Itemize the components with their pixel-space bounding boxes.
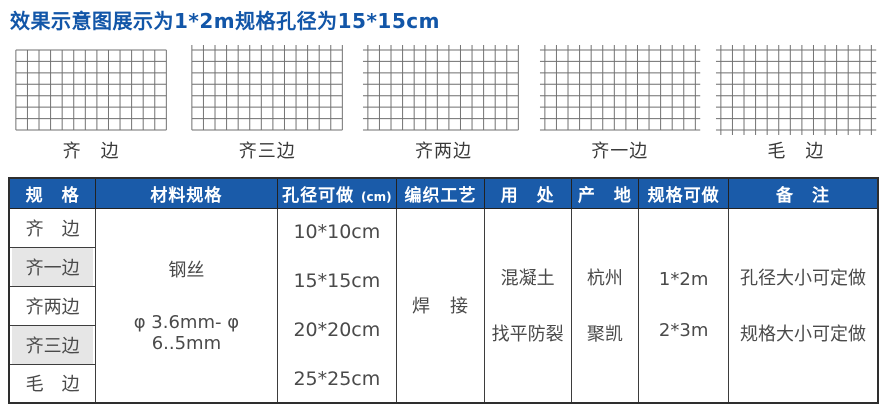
spec-cell-raw-edge: 毛 边 bbox=[8, 363, 97, 404]
size-option: 2*3m bbox=[658, 320, 709, 342]
table-row: 齐两边 bbox=[8, 285, 878, 326]
table-row: 毛 边 bbox=[8, 363, 878, 404]
hole-size-option: 10*10cm bbox=[293, 220, 381, 243]
mesh-label: 齐 边 bbox=[62, 141, 120, 162]
remark-line: 规格大小可定做 bbox=[739, 324, 866, 346]
spec-cell-flush-two: 齐两边 bbox=[8, 285, 97, 326]
mesh-diagram-flush-all: 齐 边 bbox=[10, 44, 172, 164]
spec-cell-flush-three: 齐三边 bbox=[8, 324, 97, 365]
spec-table: 规 格 材料规格 孔径可做 (cm) 编织工艺 用 处 产 地 规格可做 备 注… bbox=[8, 177, 879, 404]
spec-table-header-row: 规 格 材料规格 孔径可做 (cm) 编织工艺 用 处 产 地 规格可做 备 注 bbox=[8, 177, 879, 209]
table-row: 齐 边 钢丝 φ 3.6mm- φ 6..5mm 10*10cm 15*15cm… bbox=[8, 207, 879, 404]
hole-size-option: 20*20cm bbox=[293, 318, 381, 341]
col-header-process: 编织工艺 bbox=[396, 177, 485, 209]
mesh-diagrams: 齐 边 齐三边 齐两边 齐一边 毛 边 bbox=[8, 44, 879, 164]
spec-cell-flush-all: 齐 边 bbox=[8, 207, 97, 248]
col-header-usage: 用 处 bbox=[483, 177, 572, 209]
mesh-diagram-raw-edge: 毛 边 bbox=[715, 44, 877, 164]
sizes-cell: 1*2m 2*3m bbox=[638, 207, 729, 404]
mesh-grid-icon bbox=[10, 44, 172, 136]
col-header-origin: 产 地 bbox=[570, 177, 640, 209]
mesh-diagram-flush-two: 齐两边 bbox=[362, 44, 524, 164]
hole-size-option: 15*15cm bbox=[293, 269, 381, 292]
usage-cell: 混凝土 找平防裂 bbox=[483, 207, 572, 404]
material-cell: 钢丝 φ 3.6mm- φ 6..5mm bbox=[95, 207, 278, 404]
hole-sizes-cell: 10*10cm 15*15cm 20*20cm 25*25cm bbox=[276, 207, 398, 404]
mesh-diagram-flush-one: 齐一边 bbox=[539, 44, 701, 164]
wire-diameter-range: φ 3.6mm- φ 6..5mm bbox=[133, 312, 240, 355]
col-header-hole-size: 孔径可做 (cm) bbox=[276, 177, 398, 209]
spec-cell-flush-one: 齐一边 bbox=[8, 246, 97, 287]
mesh-label: 毛 边 bbox=[767, 141, 825, 162]
col-header-remarks: 备 注 bbox=[727, 177, 879, 209]
hole-size-unit: (cm) bbox=[361, 189, 392, 204]
mesh-label: 齐一边 bbox=[591, 141, 649, 162]
page-title: 效果示意图展示为1*2m规格孔径为15*15cm bbox=[10, 9, 440, 33]
mesh-grid-icon bbox=[715, 44, 877, 136]
col-header-spec: 规 格 bbox=[8, 177, 97, 209]
col-header-material: 材料规格 bbox=[95, 177, 278, 209]
process-cell: 焊 接 bbox=[396, 207, 485, 404]
size-option: 1*2m bbox=[658, 269, 709, 291]
remarks-cell: 孔径大小可定做 规格大小可定做 bbox=[727, 207, 879, 404]
hole-size-option: 25*25cm bbox=[293, 367, 381, 390]
col-header-sizes: 规格可做 bbox=[638, 177, 729, 209]
process-value: 焊 接 bbox=[411, 296, 469, 318]
mesh-grid-icon bbox=[186, 44, 348, 136]
origin-line: 聚凯 bbox=[586, 324, 623, 346]
mesh-diagram-flush-three: 齐三边 bbox=[186, 44, 348, 164]
mesh-label: 齐三边 bbox=[238, 141, 296, 162]
material-name: 钢丝 bbox=[168, 260, 205, 282]
mesh-grid-icon bbox=[539, 44, 701, 136]
remark-line: 孔径大小可定做 bbox=[739, 268, 866, 290]
origin-line: 杭州 bbox=[586, 268, 623, 290]
table-row: 齐一边 bbox=[8, 246, 878, 287]
mesh-label: 齐两边 bbox=[415, 141, 472, 162]
origin-cell: 杭州 聚凯 bbox=[570, 207, 640, 404]
usage-line: 找平防裂 bbox=[491, 324, 564, 346]
mesh-grid-icon bbox=[362, 44, 524, 136]
usage-line: 混凝土 bbox=[500, 268, 555, 290]
table-row: 齐三边 bbox=[8, 324, 878, 365]
